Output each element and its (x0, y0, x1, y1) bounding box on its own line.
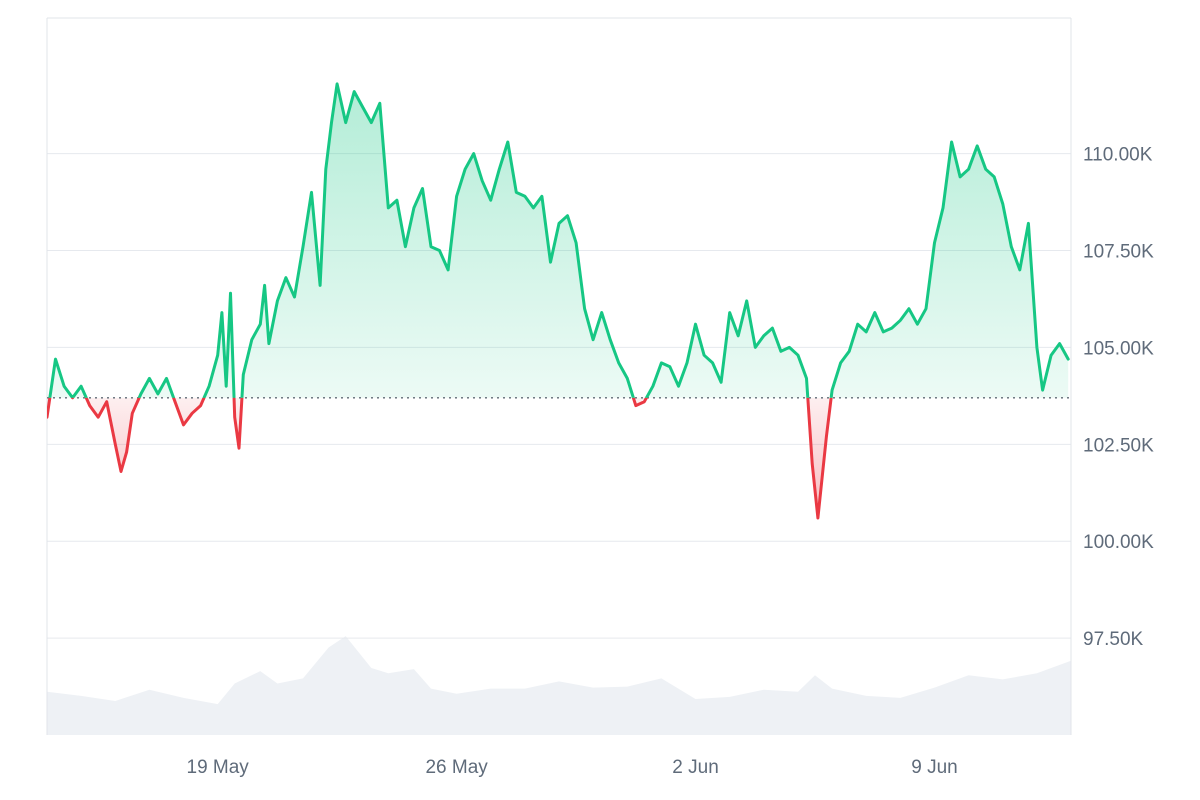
volume-area (47, 636, 1071, 735)
plot-frame (46, 17, 1072, 735)
y-tick-label: 100.00K (1083, 532, 1154, 553)
x-tick-label: 2 Jun (672, 757, 718, 778)
y-tick-label: 110.00K (1083, 145, 1153, 166)
y-tick-label: 97.50K (1083, 629, 1144, 650)
y-tick-label: 102.50K (1083, 435, 1154, 456)
x-tick-label: 26 May (425, 757, 488, 778)
x-axis-tick-labels: 19 May 26 May 2 Jun 9 Jun (187, 757, 958, 778)
x-tick-label: 19 May (187, 757, 250, 778)
volume-layer (47, 636, 1071, 735)
area-fill-below-baseline (47, 397, 832, 518)
price-line-above-baseline (48, 82, 1070, 398)
y-tick-label: 107.50K (1083, 242, 1154, 263)
x-tick-label: 9 Jun (911, 757, 957, 778)
y-tick-label: 105.00K (1083, 338, 1154, 359)
y-axis-tick-labels: 110.00K 107.50K 105.00K 102.50K 100.00K 97.50… (1083, 145, 1154, 650)
area-fill-above-baseline (47, 83, 1069, 398)
line-layer (47, 82, 1070, 520)
area-layer (47, 83, 1069, 518)
